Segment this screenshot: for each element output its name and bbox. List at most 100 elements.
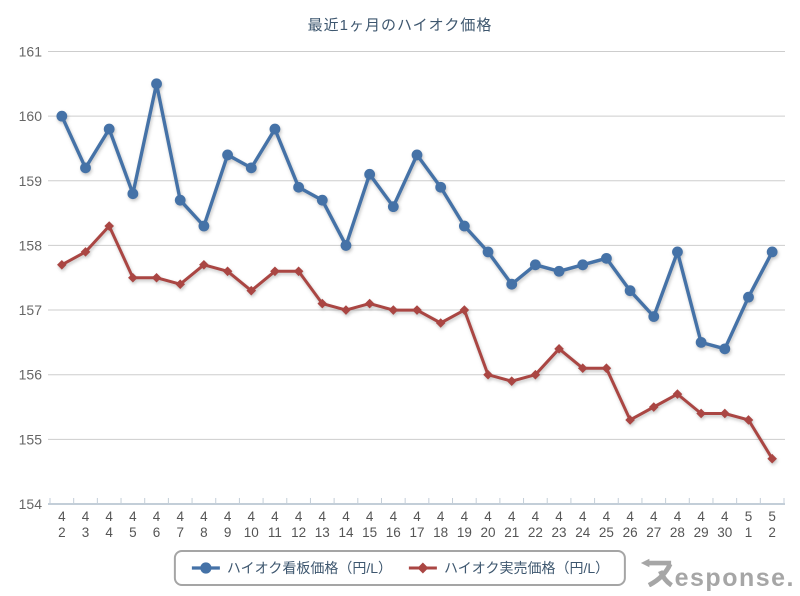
data-point-marker[interactable] [128, 272, 138, 283]
data-point-marker[interactable] [720, 408, 730, 419]
data-point-marker[interactable] [435, 181, 447, 193]
data-point-marker[interactable] [601, 363, 612, 374]
y-axis-label: 157 [19, 302, 43, 318]
red-diamond-marker-icon [409, 562, 437, 574]
y-axis-label: 160 [19, 108, 43, 124]
data-point-marker[interactable] [766, 246, 778, 258]
series-posted-price [56, 78, 778, 355]
series-actual-price [57, 221, 777, 464]
data-point-marker[interactable] [57, 260, 67, 270]
data-point-marker[interactable] [672, 389, 683, 399]
data-point-marker[interactable] [743, 291, 754, 303]
data-point-marker[interactable] [317, 298, 328, 309]
data-point-marker[interactable] [175, 279, 186, 290]
data-point-marker[interactable] [459, 305, 470, 315]
data-point-marker[interactable] [530, 369, 541, 380]
data-point-marker[interactable] [103, 123, 115, 135]
x-axis-label: 4 13 [315, 509, 330, 540]
data-point-marker[interactable] [695, 336, 707, 348]
data-point-marker[interactable] [340, 240, 352, 251]
x-axis-label: 4 16 [386, 509, 401, 540]
data-point-marker[interactable] [458, 220, 470, 232]
data-point-marker[interactable] [625, 415, 635, 425]
data-point-marker[interactable] [506, 278, 518, 290]
data-point-marker[interactable] [293, 181, 305, 193]
data-point-marker[interactable] [719, 343, 731, 355]
data-point-marker[interactable] [648, 402, 659, 412]
data-point-marker[interactable] [151, 272, 162, 283]
data-point-marker[interactable] [127, 188, 139, 200]
x-axis-label: 4 22 [528, 509, 543, 540]
data-point-marker[interactable] [222, 149, 233, 161]
x-axis-label: 4 12 [291, 509, 306, 540]
data-point-marker[interactable] [412, 305, 422, 315]
data-point-marker[interactable] [388, 305, 399, 315]
data-point-marker[interactable] [80, 162, 91, 174]
data-point-marker[interactable] [80, 247, 91, 257]
x-axis-label: 4 21 [504, 509, 519, 540]
data-point-marker[interactable] [270, 266, 280, 277]
legend-item-posted-price[interactable]: ハイオク看板価格（円/L） [191, 558, 392, 578]
data-point-marker[interactable] [411, 149, 423, 161]
data-point-marker[interactable] [174, 194, 186, 206]
legend-label-actual-price: ハイオク実売価格（円/L） [444, 560, 610, 576]
data-point-marker[interactable] [529, 259, 541, 271]
x-axis-label: 4 26 [623, 509, 638, 540]
data-point-marker[interactable] [483, 369, 493, 380]
data-point-marker[interactable] [577, 259, 589, 271]
y-axis-label: 161 [19, 44, 43, 60]
data-point-marker[interactable] [104, 221, 114, 231]
data-point-marker[interactable] [222, 266, 233, 277]
data-point-marker[interactable] [246, 285, 257, 296]
data-point-marker[interactable] [743, 415, 754, 425]
legend-box: ハイオク看板価格（円/L） ハイオク実売価格（円/L） [173, 550, 627, 586]
data-point-marker[interactable] [364, 298, 375, 309]
x-axis-label: 4 19 [457, 509, 472, 540]
data-point-marker[interactable] [269, 123, 281, 135]
x-axis-label: 4 29 [694, 509, 709, 540]
data-point-marker[interactable] [364, 168, 376, 180]
legend-item-actual-price[interactable]: ハイオク実売価格（円/L） [408, 558, 609, 578]
data-point-marker[interactable] [199, 260, 209, 270]
data-point-marker[interactable] [506, 376, 517, 386]
data-point-marker[interactable] [767, 453, 777, 464]
data-point-marker[interactable] [482, 246, 494, 258]
data-point-marker[interactable] [198, 220, 210, 232]
data-point-marker[interactable] [341, 305, 351, 315]
data-point-marker[interactable] [672, 246, 683, 258]
data-point-marker[interactable] [316, 194, 328, 206]
x-axis-label: 4 27 [646, 509, 661, 540]
data-point-marker[interactable] [387, 201, 399, 213]
data-point-marker[interactable] [696, 408, 706, 419]
x-axis-label: 4 14 [338, 509, 354, 540]
x-axis-label: 4 30 [717, 509, 732, 540]
data-point-marker[interactable] [577, 363, 588, 374]
data-point-marker[interactable] [648, 311, 660, 322]
x-axis-label: 4 25 [599, 509, 614, 540]
x-axis-label: 4 18 [433, 509, 448, 540]
x-axis-label: 4 15 [362, 509, 377, 540]
data-point-marker[interactable] [56, 110, 68, 122]
x-axis-label: 4 20 [481, 509, 496, 540]
x-axis-label: 4 28 [670, 509, 685, 540]
data-point-marker[interactable] [553, 265, 565, 277]
data-point-marker[interactable] [554, 344, 564, 354]
data-point-marker[interactable] [624, 285, 636, 297]
data-point-marker[interactable] [601, 252, 612, 264]
data-point-marker[interactable] [293, 266, 304, 277]
x-axis-label: 4 17 [409, 509, 424, 540]
data-point-marker[interactable] [435, 318, 446, 328]
response-logo-text: esponse. [674, 563, 795, 592]
data-point-marker[interactable] [151, 78, 162, 90]
response-r-arrow-icon [640, 558, 673, 587]
y-axis-label: 159 [19, 173, 43, 189]
data-point-marker[interactable] [245, 162, 257, 174]
